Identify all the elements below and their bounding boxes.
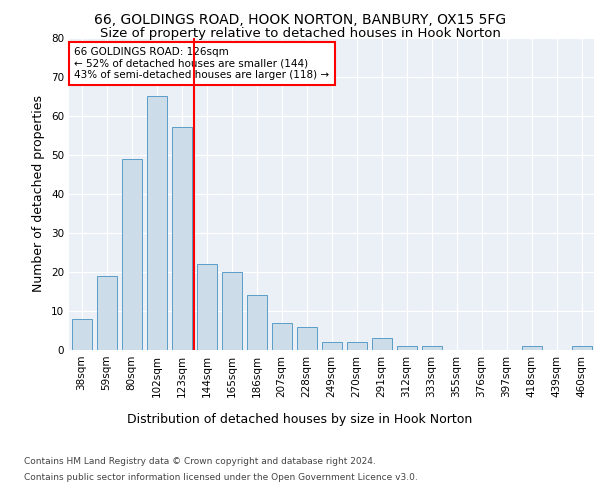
Text: 66, GOLDINGS ROAD, HOOK NORTON, BANBURY, OX15 5FG: 66, GOLDINGS ROAD, HOOK NORTON, BANBURY,…	[94, 12, 506, 26]
Bar	[71, 319, 91, 350]
Bar	[371, 338, 392, 350]
Bar	[271, 322, 292, 350]
Bar	[347, 342, 367, 350]
Bar	[121, 158, 142, 350]
Bar	[197, 264, 217, 350]
Text: Distribution of detached houses by size in Hook Norton: Distribution of detached houses by size …	[127, 412, 473, 426]
Bar	[521, 346, 542, 350]
Bar	[172, 128, 191, 350]
Y-axis label: Number of detached properties: Number of detached properties	[32, 95, 46, 292]
Bar	[397, 346, 416, 350]
Bar	[97, 276, 116, 350]
Bar	[247, 296, 266, 350]
Text: Contains public sector information licensed under the Open Government Licence v3: Contains public sector information licen…	[24, 472, 418, 482]
Bar	[421, 346, 442, 350]
Bar	[146, 96, 167, 350]
Text: Contains HM Land Registry data © Crown copyright and database right 2024.: Contains HM Land Registry data © Crown c…	[24, 458, 376, 466]
Bar	[221, 272, 241, 350]
Bar	[322, 342, 341, 350]
Bar	[571, 346, 592, 350]
Bar	[296, 326, 317, 350]
Text: Size of property relative to detached houses in Hook Norton: Size of property relative to detached ho…	[100, 28, 500, 40]
Text: 66 GOLDINGS ROAD: 126sqm
← 52% of detached houses are smaller (144)
43% of semi-: 66 GOLDINGS ROAD: 126sqm ← 52% of detach…	[74, 47, 329, 80]
